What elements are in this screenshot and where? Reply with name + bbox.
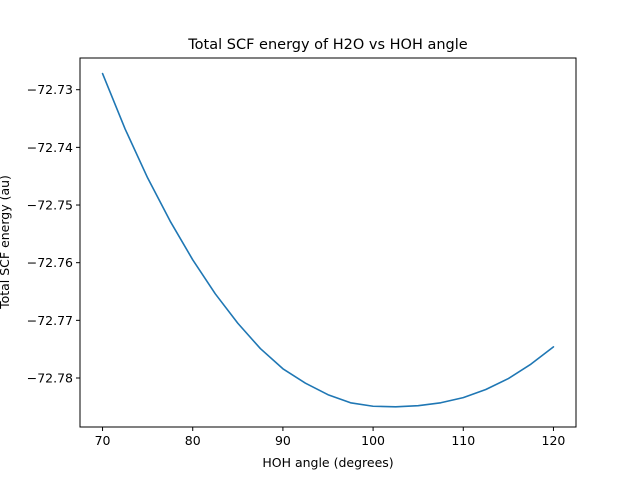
y-axis-label: Total SCF energy (au) [0, 175, 12, 310]
x-axis-label: HOH angle (degrees) [262, 455, 393, 470]
plot-area [101, 72, 555, 408]
y-tick-label: −72.73 [27, 82, 73, 97]
series-line [101, 72, 555, 408]
chart-title: Total SCF energy of H2O vs HOH angle [187, 37, 468, 53]
y-tick-label: −72.76 [27, 255, 73, 270]
y-tick-label: −72.77 [27, 313, 73, 328]
axes-frame [79, 57, 577, 428]
y-axis: −72.73 −72.74 −72.75 −72.76 −72.77 −72.78 [27, 82, 80, 385]
y-tick-label: −72.75 [27, 198, 73, 213]
x-tick-label: 110 [451, 433, 475, 448]
x-tick-label: 80 [185, 433, 201, 448]
x-axis: 70 80 90 100 110 120 [95, 427, 566, 448]
x-tick-label: 120 [542, 433, 566, 448]
y-tick-label: −72.78 [27, 370, 73, 385]
x-tick-label: 70 [95, 433, 111, 448]
y-tick-label: −72.74 [27, 140, 73, 155]
x-tick-label: 90 [275, 433, 291, 448]
x-tick-label: 100 [361, 433, 385, 448]
